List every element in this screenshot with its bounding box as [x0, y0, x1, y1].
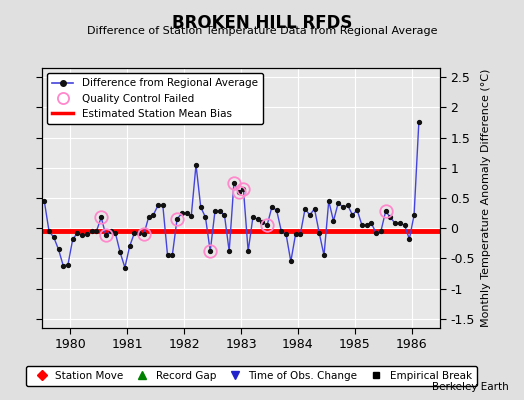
- Legend: Difference from Regional Average, Quality Control Failed, Estimated Station Mean: Difference from Regional Average, Qualit…: [47, 73, 263, 124]
- Text: Difference of Station Temperature Data from Regional Average: Difference of Station Temperature Data f…: [87, 26, 437, 36]
- Text: BROKEN HILL RFDS: BROKEN HILL RFDS: [172, 14, 352, 32]
- Y-axis label: Monthly Temperature Anomaly Difference (°C): Monthly Temperature Anomaly Difference (…: [481, 69, 490, 327]
- Legend: Station Move, Record Gap, Time of Obs. Change, Empirical Break: Station Move, Record Gap, Time of Obs. C…: [26, 366, 477, 386]
- Text: Berkeley Earth: Berkeley Earth: [432, 382, 508, 392]
